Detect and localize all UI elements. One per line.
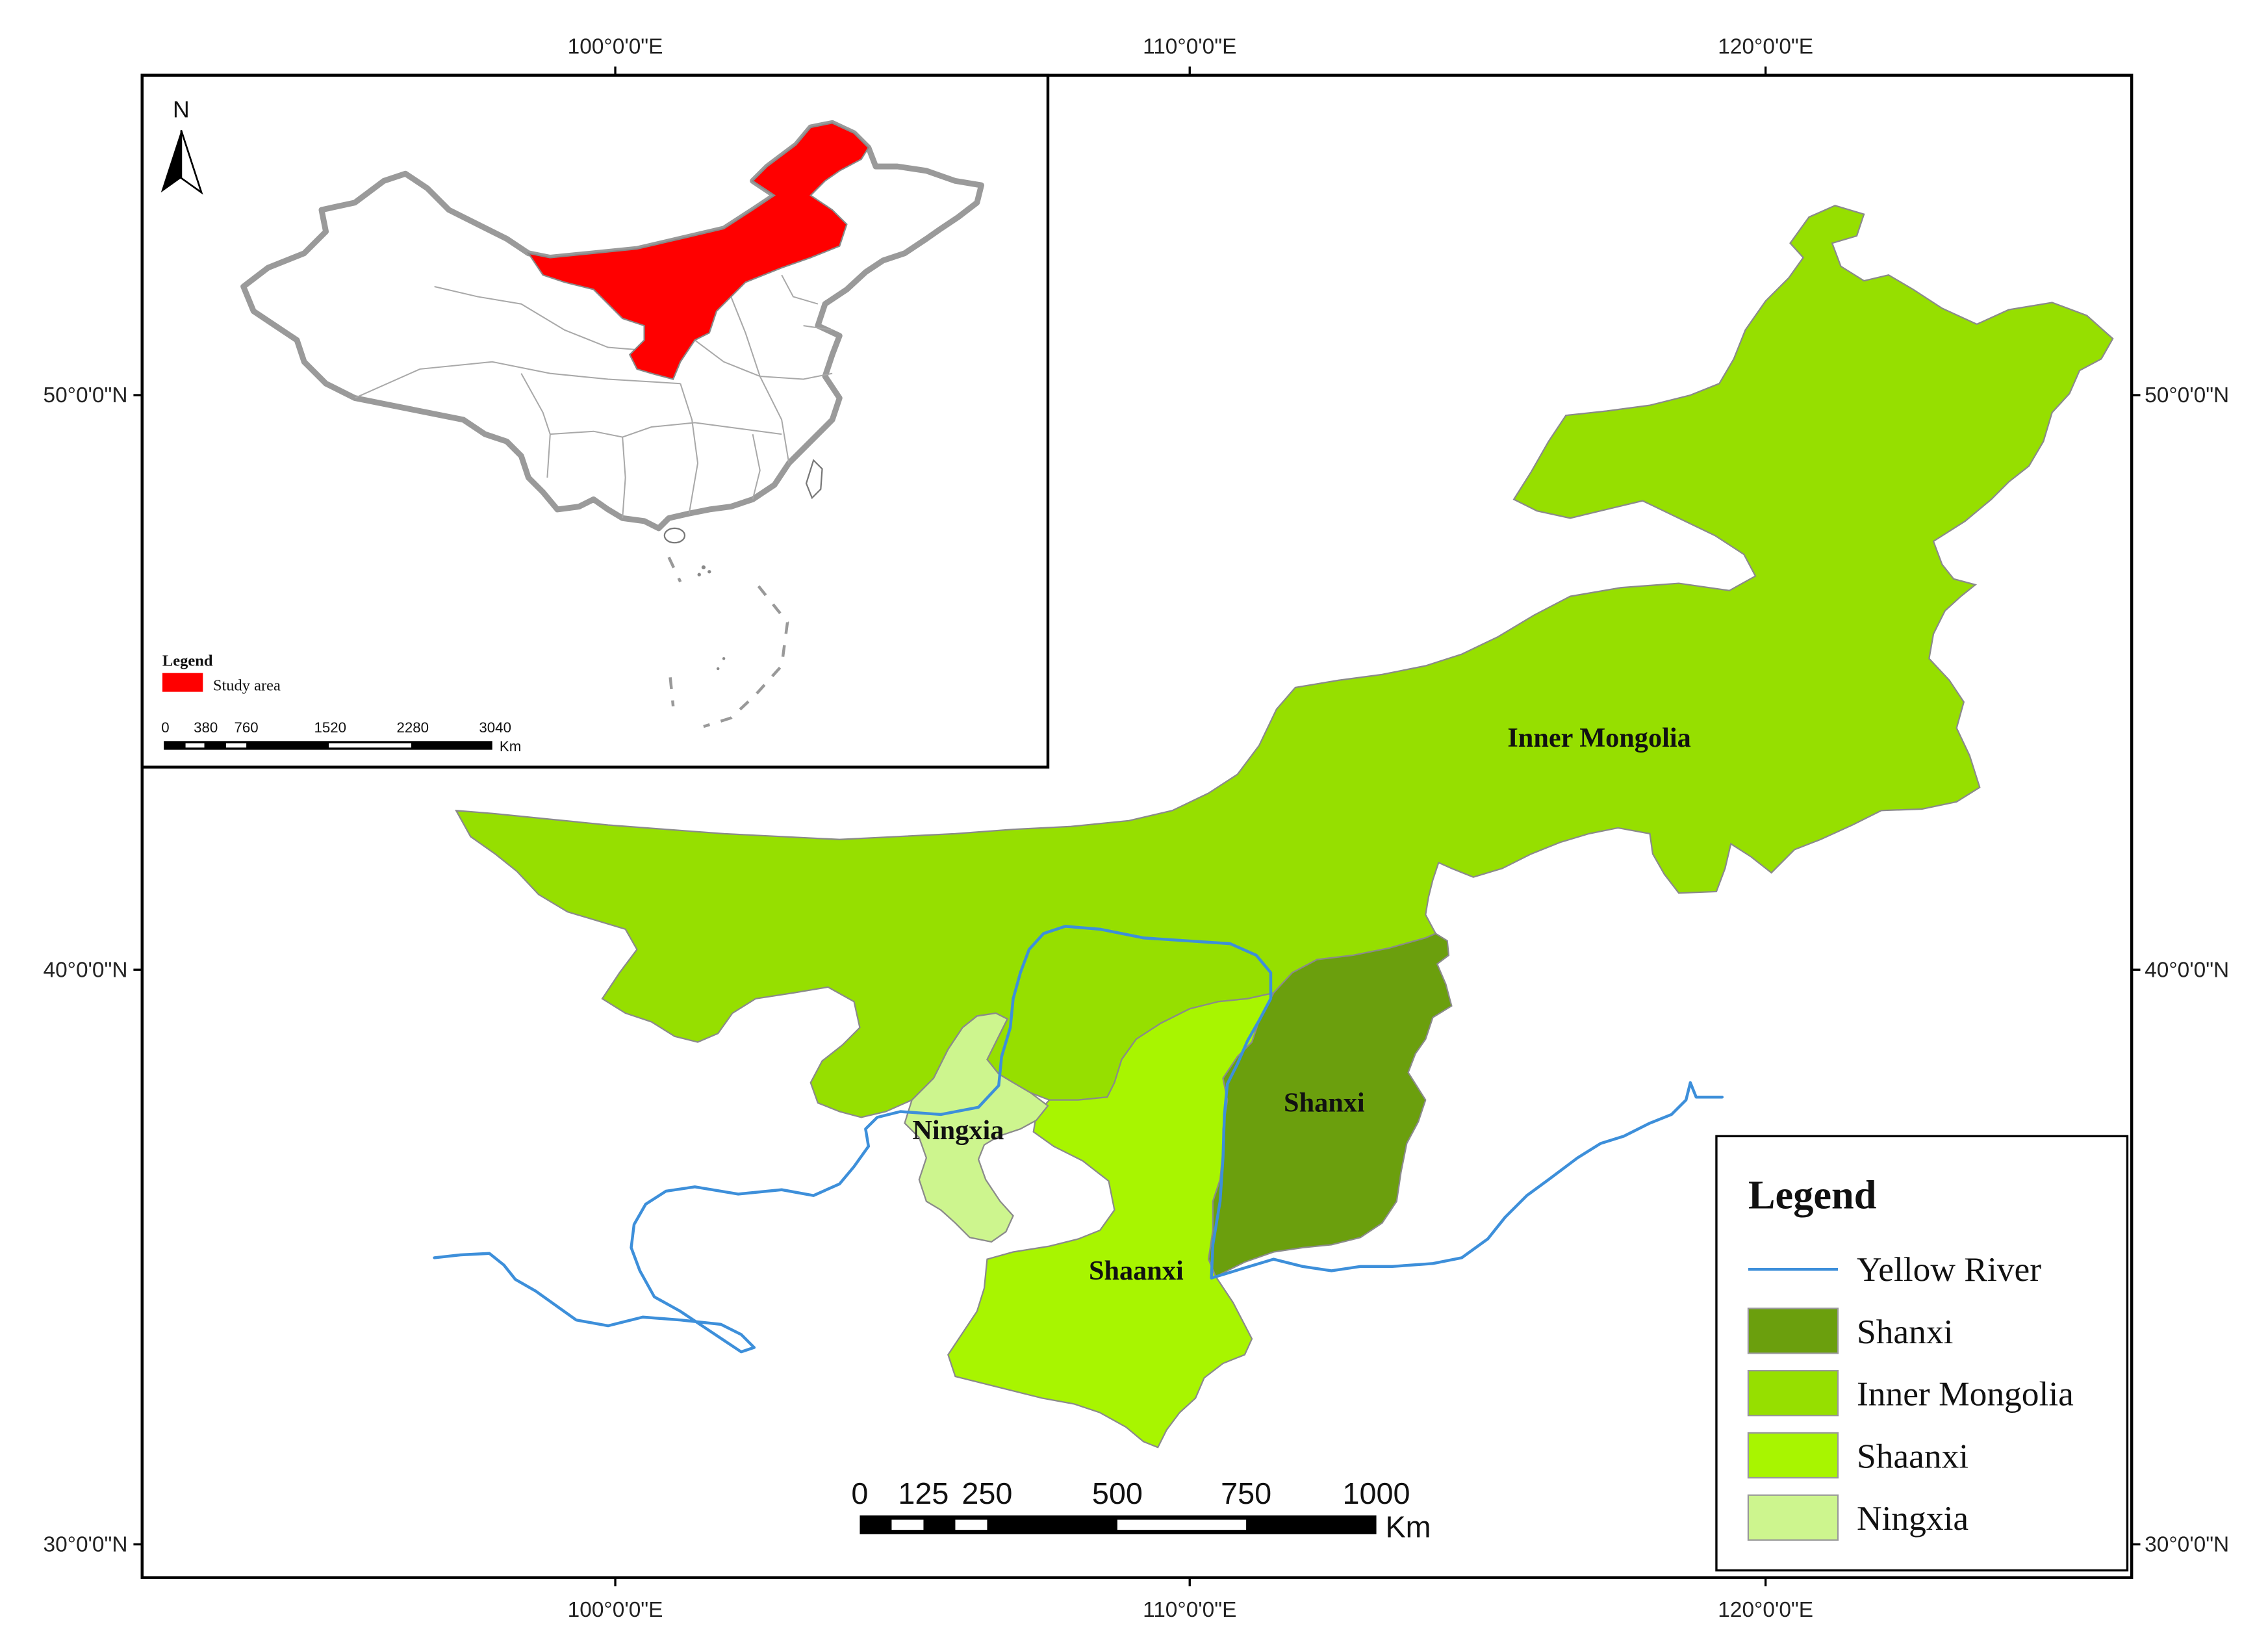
label-inner-mongolia: Inner Mongolia: [1507, 723, 1690, 753]
lon-label-bottom-120: 120°0'0"E: [1718, 1598, 1813, 1622]
inset-legend-title: Legend: [162, 652, 213, 670]
north-arrow-icon: [160, 130, 203, 195]
scale-unit: Km: [1385, 1510, 1431, 1543]
inset-scale-label-0: 0: [161, 719, 169, 736]
legend-label-shaanxi: Shaanxi: [1857, 1436, 1969, 1475]
lon-label-top-120: 120°0'0"E: [1718, 34, 1813, 58]
north-label: N: [173, 96, 190, 122]
inset-scale-label-1520: 1520: [314, 719, 347, 736]
lon-label-bottom-110: 110°0'0"E: [1143, 1598, 1236, 1622]
shaanxi-region: [947, 992, 1275, 1449]
inset-scale-bar: [164, 741, 492, 750]
lat-label-right-30: 30°0'0"N: [2145, 1533, 2229, 1557]
legend-label-inner-mongolia: Inner Mongolia: [1857, 1374, 2074, 1413]
scale-label-750: 750: [1221, 1476, 1271, 1510]
lat-label-left-50: 50°0'0"N: [44, 383, 128, 407]
legend-swatch-shanxi: [1747, 1308, 1839, 1354]
lon-label-bottom-100: 100°0'0"E: [568, 1598, 663, 1622]
ningxia-region: [904, 1012, 1049, 1243]
inset-hainan: [663, 527, 686, 544]
lat-label-right-50: 50°0'0"N: [2145, 383, 2229, 407]
inset-taiwan: [805, 459, 823, 500]
lat-label-left-40: 40°0'0"N: [44, 958, 128, 982]
legend-label-yellow-river: Yellow River: [1857, 1250, 2041, 1289]
legend-label-shanxi: Shanxi: [1857, 1312, 1953, 1351]
label-shaanxi: Shaanxi: [1089, 1256, 1184, 1286]
lon-label-top-100: 100°0'0"E: [568, 34, 663, 58]
legend-swatch-ningxia: [1747, 1494, 1839, 1541]
legend-swatch-shaanxi: [1747, 1432, 1839, 1479]
inner-mongolia-region: [455, 205, 2114, 1118]
legend-title: Legend: [1748, 1173, 1877, 1218]
lat-label-left-30: 30°0'0"N: [44, 1533, 128, 1557]
inset-map: N Legend Study area 0 380 760 1520 2280 …: [140, 73, 1050, 769]
scale-label-125: 125: [898, 1476, 949, 1510]
inset-south-china-sea-boundary: [667, 556, 789, 728]
scale-label-1000: 1000: [1343, 1476, 1410, 1510]
main-legend: Legend Yellow River Shanxi Inner Mongoli…: [1715, 1135, 2129, 1572]
inset-scale-label-380: 380: [194, 719, 218, 736]
scale-label-250: 250: [962, 1476, 1012, 1510]
inset-scale-label-2280: 2280: [396, 719, 429, 736]
inset-scale-unit: Km: [500, 738, 521, 754]
lon-label-top-110: 110°0'0"E: [1143, 34, 1236, 58]
legend-swatch-inner-mongolia: [1747, 1370, 1839, 1417]
inset-scale-label-760: 760: [235, 719, 259, 736]
inset-legend-swatch-study-area: [162, 673, 203, 692]
legend-label-ningxia: Ningxia: [1857, 1499, 1969, 1538]
inset-scale-label-3040: 3040: [479, 719, 511, 736]
label-ningxia: Ningxia: [912, 1115, 1004, 1146]
lat-label-right-40: 40°0'0"N: [2145, 958, 2229, 982]
label-shanxi: Shanxi: [1284, 1087, 1365, 1118]
inset-legend-label-study-area: Study area: [213, 677, 281, 694]
inset-study-area: [527, 122, 870, 380]
scale-label-0: 0: [851, 1476, 868, 1510]
yellow-river-line: [433, 925, 1724, 1354]
main-scale-bar: [860, 1515, 1377, 1534]
scale-label-500: 500: [1092, 1476, 1143, 1510]
inset-sea-islands: [697, 565, 726, 671]
